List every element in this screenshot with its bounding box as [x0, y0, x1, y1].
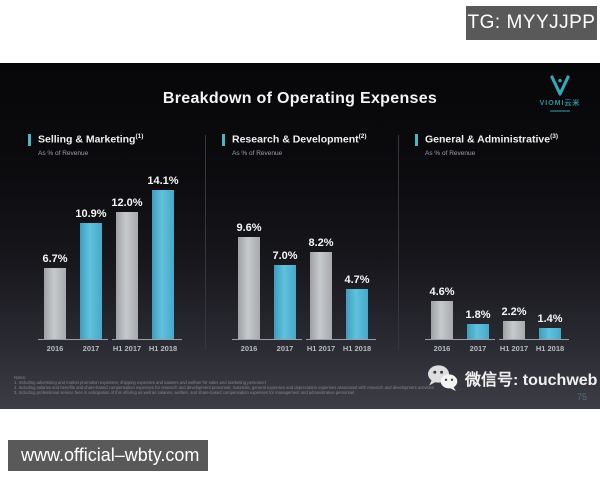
panel-title: General & Administrative(3) [425, 133, 558, 146]
bar-h1-2017 [503, 321, 525, 339]
chart-panel-research-development: Research & Development(2) As % of Revenu… [222, 133, 402, 365]
x-axis-label: H1 2017 [306, 344, 336, 353]
bar-value-label: 1.8% [465, 309, 491, 321]
x-axis-line [425, 339, 495, 340]
telegram-badge-text: TG: MYYJJPP [467, 12, 596, 33]
bar-value-label: 7.0% [272, 250, 298, 262]
website-badge-text: www.official–wbty.com [21, 445, 200, 465]
viomi-brand-text: VIOMI云米 [539, 100, 581, 107]
slide-footnotes: Notes: 1. Including advertising and mark… [14, 375, 559, 395]
x-axis-label: 2016 [240, 344, 258, 353]
bar-value-label: 8.2% [308, 237, 334, 249]
bar-value-label: 6.7% [42, 253, 68, 265]
panel-accent-tick [415, 134, 418, 146]
footnote-1: 1. Including advertising and market prom… [14, 380, 266, 386]
presentation-slide: Breakdown of Operating Expenses VIOMI云米 … [0, 63, 600, 409]
bar-value-label: 12.0% [111, 197, 143, 209]
bar-value-label: 14.1% [147, 175, 179, 187]
panel-title-text: Research & Development [232, 133, 359, 146]
x-axis-label: 2017 [82, 344, 100, 353]
x-axis-line [112, 339, 182, 340]
panel-title-footnote-ref: (3) [550, 133, 559, 140]
bar-value-label: 1.4% [537, 313, 563, 325]
bar-2016 [431, 301, 453, 339]
viomi-tagline [550, 110, 570, 112]
panel-accent-tick [222, 134, 225, 146]
wechat-id-text: 微信号: touchweb [465, 372, 598, 389]
bar-2016 [44, 268, 66, 339]
bar-2017 [467, 324, 489, 339]
panel-title-footnote-ref: (1) [135, 133, 144, 140]
viomi-logo: VIOMI云米 [532, 75, 588, 112]
bar-2017 [80, 223, 102, 339]
panel-title-footnote-ref: (2) [358, 133, 367, 140]
bar-2017 [274, 265, 296, 339]
telegram-badge: TG: MYYJJPP [466, 6, 597, 40]
footnote-3: 3. Including professional service fees i… [14, 390, 355, 396]
bar-2016 [238, 237, 260, 339]
bar-h1-2017 [310, 252, 332, 339]
bar-value-label: 4.6% [429, 286, 455, 298]
x-axis-line [306, 339, 376, 340]
bar-value-label: 9.6% [236, 222, 262, 234]
chart-panel-selling-marketing: Selling & Marketing(1) As % of Revenue 6… [28, 133, 208, 365]
panel-subtitle: As % of Revenue [38, 150, 89, 157]
x-axis-line [38, 339, 108, 340]
bar-value-label: 4.7% [344, 274, 370, 286]
bar-h1-2018 [539, 328, 561, 339]
bar-value-label: 10.9% [75, 208, 107, 220]
viomi-v-icon [550, 75, 570, 96]
footnote-2: 2. Including salaries and benefits and s… [14, 385, 434, 391]
panel-title-text: General & Administrative [425, 133, 551, 146]
bar-h1-2017 [116, 212, 138, 339]
x-axis-label: H1 2018 [148, 344, 178, 353]
wechat-icon [428, 365, 458, 391]
x-axis-label: H1 2018 [535, 344, 565, 353]
x-axis-label: 2016 [433, 344, 451, 353]
x-axis-label: H1 2018 [342, 344, 372, 353]
chart-panel-general-administrative: General & Administrative(3) As % of Reve… [415, 133, 595, 365]
bar-h1-2018 [346, 289, 368, 339]
bar-h1-2018 [152, 190, 174, 339]
x-axis-label: 2016 [46, 344, 64, 353]
x-axis-label: H1 2017 [499, 344, 529, 353]
x-axis-line [499, 339, 569, 340]
x-axis-label: 2017 [276, 344, 294, 353]
x-axis-label: 2017 [469, 344, 487, 353]
x-axis-label: H1 2017 [112, 344, 142, 353]
bar-chart-area: 6.7% 2016 10.9% 2017 12.0% H1 2017 14.1% H1 201… [28, 170, 208, 353]
bar-chart-area: 4.6% 2016 1.8% 2017 2.2% H1 2017 1.4% H1 2018 [415, 170, 595, 353]
bar-chart-area: 9.6% 2016 7.0% 2017 8.2% H1 2017 4.7% H1 2018 [222, 170, 402, 353]
panel-title: Research & Development(2) [232, 133, 367, 146]
panel-title: Selling & Marketing(1) [38, 133, 143, 146]
slide-title: Breakdown of Operating Expenses [162, 90, 438, 107]
panel-title-text: Selling & Marketing [38, 133, 136, 146]
panel-subtitle: As % of Revenue [425, 150, 476, 157]
panel-divider [205, 135, 206, 350]
wechat-watermark: 微信号: touchweb [427, 364, 597, 392]
panel-accent-tick [28, 134, 31, 146]
x-axis-line [232, 339, 302, 340]
page-number: 75 [576, 392, 587, 402]
website-badge: www.official–wbty.com [8, 440, 208, 471]
panel-subtitle: As % of Revenue [232, 150, 283, 157]
bar-value-label: 2.2% [501, 306, 527, 318]
footnotes-heading: Notes: [14, 375, 27, 380]
panel-divider [398, 135, 399, 350]
